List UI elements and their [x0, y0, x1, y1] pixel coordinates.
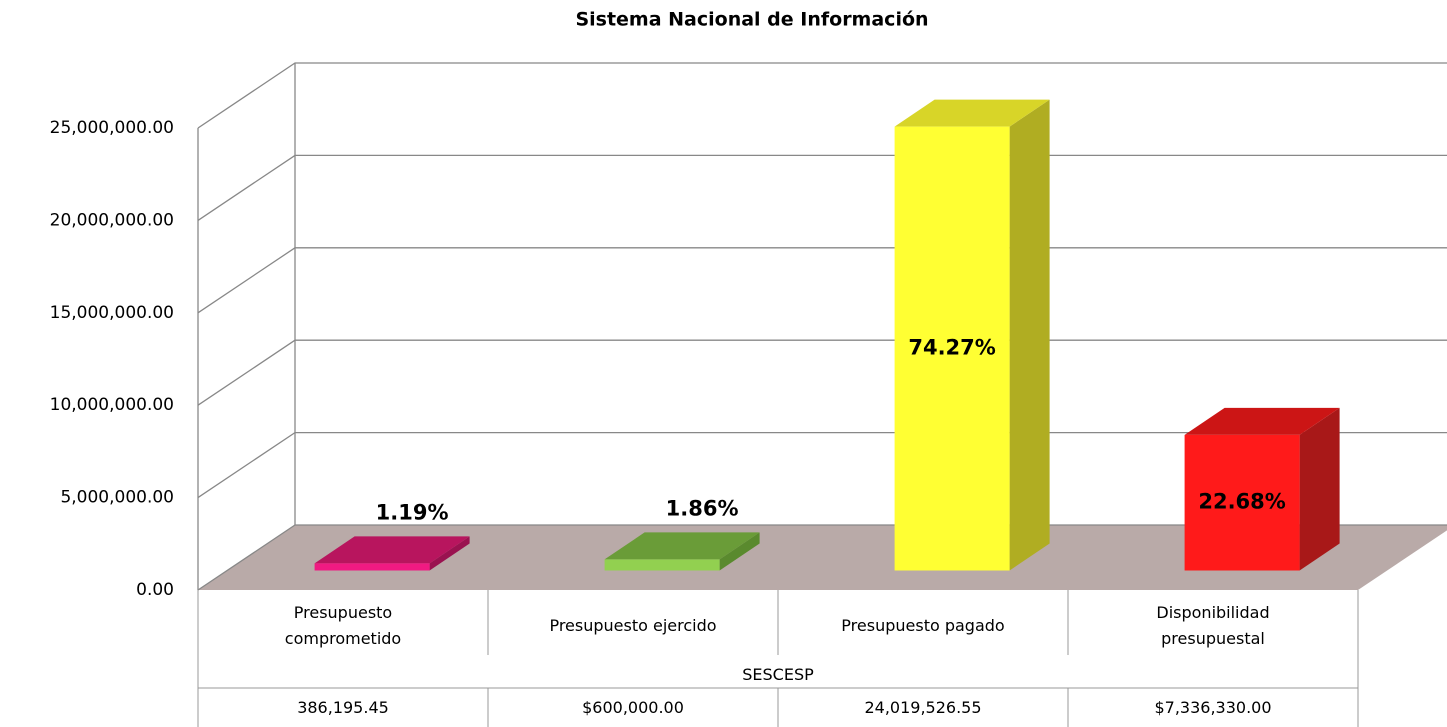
bar — [894, 126, 1010, 571]
grid-line — [197, 431, 1447, 499]
bar — [314, 563, 430, 571]
grid-line — [197, 154, 1447, 221]
table-cell: $600,000.00 — [582, 698, 684, 717]
bar-top — [894, 99, 1050, 127]
grid-line — [197, 339, 1447, 406]
y-tick-label: 0.00 — [136, 580, 174, 600]
bar-top — [1184, 407, 1340, 435]
y-tick-label: 10,000,000.00 — [50, 395, 174, 415]
table-cell: Presupuesto ejercido — [549, 616, 717, 635]
y-tick-label: 15,000,000.00 — [50, 303, 174, 323]
y-tick-label: 5,000,000.00 — [60, 488, 174, 508]
y-tick-label: 25,000,000.00 — [50, 118, 174, 138]
y-tick-label: 20,000,000.00 — [50, 210, 174, 230]
grid-line — [197, 62, 1447, 129]
table-cell: Presupuesto comprometido — [284, 603, 402, 648]
grid-line — [197, 524, 1447, 591]
bar — [1184, 434, 1300, 571]
bar — [604, 559, 720, 571]
table-cell: 24,019,526.55 — [864, 698, 982, 717]
bar-top — [604, 532, 760, 560]
data-label: 22.68% — [1198, 490, 1285, 514]
table-cell: SESCESP — [742, 665, 814, 684]
grid-line — [197, 247, 1447, 314]
bar-side — [719, 532, 760, 571]
table-cell: 386,195.45 — [297, 698, 389, 717]
bar-side — [429, 536, 470, 571]
data-label: 1.19% — [376, 500, 449, 524]
chart-title: Sistema Nacional de Información — [575, 9, 928, 31]
floor — [198, 525, 1447, 590]
table-cell: Disponibilidad presupuestal — [1156, 603, 1270, 648]
table-cell: Presupuesto pagado — [841, 616, 1005, 635]
data-label: 1.86% — [666, 496, 739, 520]
data-label: 74.27% — [908, 336, 995, 360]
table-cell: $7,336,330.00 — [1154, 698, 1272, 717]
bar-side — [1299, 407, 1340, 571]
bar-side — [1009, 99, 1050, 571]
bar-top — [314, 536, 470, 564]
